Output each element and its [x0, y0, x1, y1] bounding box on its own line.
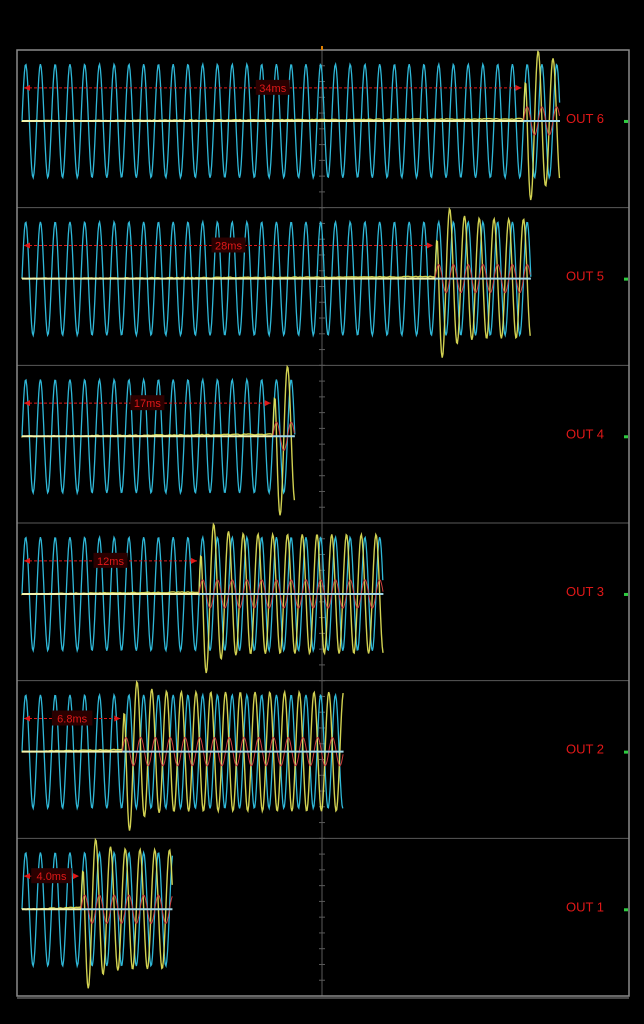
channel-level-marker — [624, 908, 628, 911]
delay-label: 17ms — [134, 398, 161, 410]
channel-level-marker — [624, 593, 628, 596]
output-label: OUT 4 — [566, 426, 604, 441]
channel-level-marker — [624, 435, 628, 438]
delay-label: 34ms — [259, 83, 286, 95]
output-label: OUT 5 — [566, 269, 604, 284]
delay-label: 4.0ms — [37, 871, 67, 883]
output-label: OUT 2 — [566, 742, 604, 757]
channel-level-marker — [624, 278, 628, 281]
output-label: OUT 3 — [566, 584, 604, 599]
delay-label: 12ms — [97, 556, 124, 568]
output-label: OUT 6 — [566, 111, 604, 126]
channel-level-marker — [624, 120, 628, 123]
delay-label: 6.8ms — [57, 714, 87, 726]
output-label: OUT 1 — [566, 899, 604, 914]
delay-label: 28ms — [215, 241, 242, 253]
channel-level-marker — [624, 751, 628, 754]
